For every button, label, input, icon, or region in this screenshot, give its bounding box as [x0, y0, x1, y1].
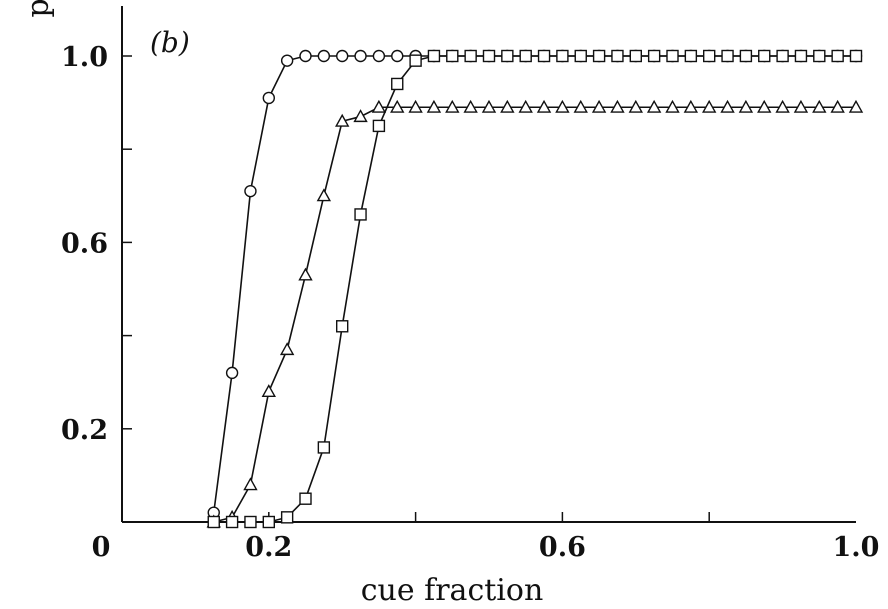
data-point-triangle [628, 99, 643, 113]
x-tick-label: 0.2 [245, 532, 292, 563]
data-point-square [427, 49, 441, 63]
data-point-circle [262, 91, 275, 105]
data-point-triangle [298, 267, 313, 281]
data-point-square [372, 119, 386, 133]
data-point-triangle [573, 99, 588, 113]
data-point-triangle [463, 99, 478, 113]
ticks [122, 55, 710, 522]
y-tick-label: 0.6 [61, 228, 108, 259]
data-point-triangle [720, 99, 735, 113]
y-axis-title: p [21, 0, 56, 18]
data-point-square [556, 49, 569, 63]
data-point-square [446, 49, 459, 63]
data-point-triangle [335, 113, 350, 127]
data-point-square [519, 49, 532, 63]
data-point-triangle [757, 99, 772, 113]
data-point-circle [354, 49, 367, 63]
data-point-triangle [445, 99, 460, 113]
data-point-square [794, 49, 808, 63]
data-point-square [244, 515, 257, 529]
data-point-circle [280, 54, 294, 67]
x-tick-label: 1.0 [833, 532, 880, 563]
axes [121, 6, 856, 523]
data-point-square [758, 49, 771, 63]
data-point-triangle [555, 99, 570, 113]
data-point-square [647, 49, 661, 63]
data-point-triangle [279, 342, 295, 356]
y-tick-label: 1.0 [61, 42, 108, 73]
data-point-square [409, 54, 422, 67]
data-point-triangle [610, 99, 625, 113]
data-point-triangle [390, 99, 405, 113]
data-point-square [813, 49, 826, 63]
data-point-circle [244, 184, 257, 198]
data-point-triangle [738, 99, 754, 113]
data-point-square [317, 441, 331, 454]
data-point-triangle [316, 188, 332, 202]
data-point-square [280, 511, 294, 524]
data-point-circle [317, 49, 331, 63]
x-tick-label: 0 [92, 532, 111, 563]
data-point-square [207, 515, 220, 529]
data-point-triangle [261, 384, 276, 398]
data-point-square [354, 208, 367, 221]
data-point-square [225, 515, 239, 529]
data-point-square [629, 49, 642, 63]
data-point-square [776, 49, 789, 63]
data-point-triangle [665, 99, 680, 113]
data-point-triangle [702, 99, 717, 113]
data-point-triangle [775, 99, 790, 113]
data-point-triangle [518, 99, 533, 113]
data-point-square [666, 49, 679, 63]
data-point-square [299, 492, 312, 505]
data-point-square [703, 49, 716, 63]
data-point-circle [372, 49, 386, 63]
data-point-triangle [243, 477, 258, 491]
data-point-triangle [812, 99, 827, 113]
data-point-square [592, 49, 606, 63]
data-point-triangle [353, 109, 368, 123]
data-point-square [611, 49, 624, 63]
data-point-triangle [646, 99, 662, 113]
data-point-triangle [848, 99, 864, 113]
data-point-triangle [500, 99, 515, 113]
data-point-square [262, 515, 275, 529]
data-point-square [482, 49, 496, 63]
data-point-square [537, 49, 551, 63]
tick-labels: 0 0.2 0.6 1.0 0.2 0.6 1.0 [61, 42, 879, 563]
y-tick-label: 0.2 [61, 415, 108, 446]
series-line-square [213, 55, 856, 523]
data-point-circle [391, 49, 404, 63]
data-point-square [739, 49, 753, 63]
data-point-triangle [591, 99, 607, 113]
data-point-square [501, 49, 514, 63]
data-point-square [391, 77, 404, 91]
data-point-triangle [371, 99, 387, 113]
data-point-triangle [481, 99, 497, 113]
data-point-circle [336, 49, 349, 63]
data-point-triangle [426, 99, 442, 113]
data-point-triangle [536, 99, 552, 113]
data-point-square [849, 49, 863, 63]
data-point-square [464, 49, 477, 63]
data-point-circle [299, 49, 312, 63]
data-point-square [336, 320, 349, 333]
series-line-circle [212, 55, 856, 513]
data-point-triangle [830, 99, 845, 113]
data-point-square [721, 49, 734, 63]
data-point-square [831, 49, 844, 63]
data-point-triangle [408, 99, 423, 113]
data-point-triangle [683, 99, 699, 113]
data-point-circle [225, 366, 239, 380]
series-line-triangle [213, 106, 856, 523]
x-tick-label: 0.6 [539, 532, 586, 563]
panel-label: (b) [150, 26, 190, 59]
x-axis-title: cue fraction [361, 573, 544, 608]
data-point-square [574, 49, 587, 63]
data-point-triangle [793, 99, 809, 113]
series-group [206, 49, 864, 529]
data-point-square [684, 49, 698, 63]
